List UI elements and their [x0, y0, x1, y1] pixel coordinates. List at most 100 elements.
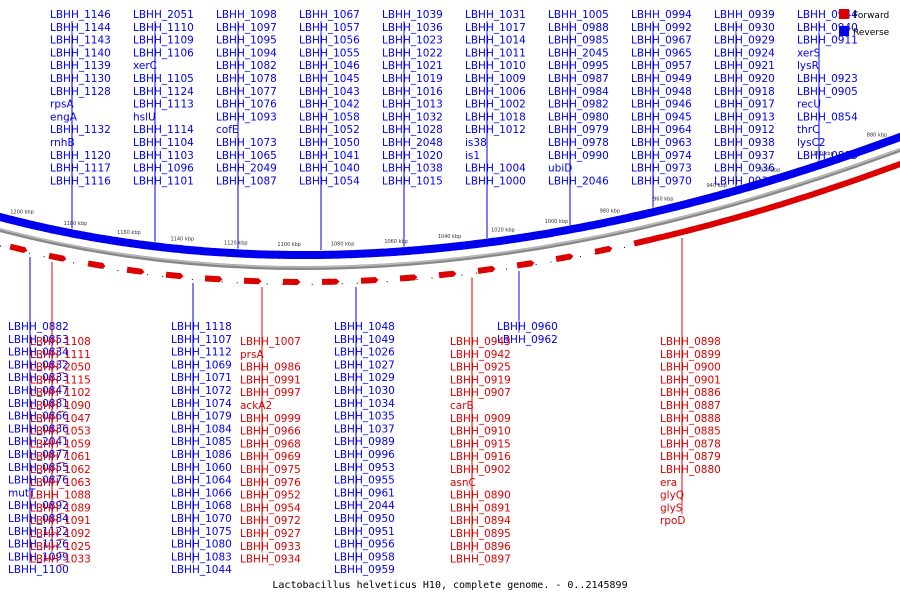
forward-gene-label: LBHH_0880: [660, 464, 721, 476]
reverse-gene-label: LBHH_0955: [334, 475, 395, 487]
reverse-gene-label: LBHH_0979: [548, 124, 609, 136]
reverse-gene-label: xerS: [797, 47, 821, 59]
reverse-gene-label: LBHH_1056: [299, 35, 360, 47]
reverse-gene-label: LBHH_1058: [299, 111, 360, 123]
forward-gene-label: LBHH_1102: [30, 387, 91, 399]
reverse-gene-label: LBHH_1079: [171, 411, 232, 423]
forward-gene-label: LBHH_1053: [30, 426, 91, 438]
reverse-gene-label: LBHH_0994: [631, 9, 692, 21]
reverse-gene-label: LBHH_1037: [334, 423, 395, 435]
reverse-gene-label: LBHH_1040: [299, 163, 360, 175]
reverse-gene-label: LBHH_1100: [8, 564, 69, 576]
forward-gene-arrow: [211, 275, 223, 283]
reverse-gene-label: LBHH_1066: [171, 487, 232, 499]
reverse-gene-label: LBHH_1036: [382, 22, 443, 34]
forward-gene-label: LBHH_0934: [240, 554, 301, 566]
reverse-gene-label: LBHH_1041: [299, 150, 360, 162]
forward-gene-label: LBHH_1061: [30, 451, 91, 463]
reverse-gene-label: LBHH_1032: [382, 111, 443, 123]
reverse-gene-label: LBHH_0989: [334, 436, 395, 448]
reverse-gene-label: LBHH_1042: [299, 99, 360, 111]
forward-gene-label: LBHH_0966: [240, 426, 301, 438]
reverse-gene-label: LBHH_0953: [334, 462, 395, 474]
reverse-gene-label: LBHH_1050: [299, 137, 360, 149]
forward-gene-label: LBHH_1108: [30, 336, 91, 348]
forward-gene-label: LBHH_0969: [240, 451, 301, 463]
reverse-gene-label: LBHH_0877: [8, 449, 69, 461]
reverse-gene-label: LBHH_1065: [216, 150, 277, 162]
forward-gene-label: LBHH_0896: [450, 541, 511, 553]
reverse-gene-label: LBHH_0959: [334, 564, 395, 576]
reverse-gene-label: LBHH_1109: [133, 35, 194, 47]
forward-gene-arrow: [367, 277, 379, 284]
reverse-gene-label: LBHH_1039: [382, 9, 443, 21]
reverse-gene-label: LBHH_1118: [171, 321, 232, 333]
forward-gene-arrow: [445, 270, 457, 278]
reverse-gene-label: LBHH_1126: [8, 539, 69, 551]
forward-gene-label: LBHH_0915: [450, 438, 511, 450]
reverse-gene-label: LBHH_1107: [171, 334, 232, 346]
reverse-gene-label: LBHH_1049: [334, 334, 395, 346]
forward-gene-label: LBHH_0888: [660, 413, 721, 425]
reverse-gene-label: LBHH_1035: [334, 411, 395, 423]
forward-gene-label: LBHH_0895: [450, 528, 511, 540]
forward-gene-label: LBHH_0975: [240, 464, 301, 476]
scale-tick-label: 1000 kbp: [545, 219, 569, 225]
reverse-gene-label: LBHH_0917: [714, 99, 775, 111]
reverse-gene-label: LBHH_0921: [714, 60, 775, 72]
reverse-gene-label: LBHH_1023: [382, 35, 443, 47]
scale-ticks: 1200 kbp 1180 kbp 1160 kbp 1140 kbp 1120 kbp…: [10, 132, 887, 248]
forward-gene-label: asnC: [450, 477, 476, 489]
reverse-gene-label: LBHH_1093: [216, 111, 277, 123]
forward-gene-label: glyS: [660, 502, 683, 514]
reverse-gene-label: LBHH_1117: [50, 163, 111, 175]
reverse-gene-label: LBHH_1045: [299, 73, 360, 85]
reverse-gene-label: LBHH_1026: [334, 347, 395, 359]
reverse-gene-label: LBHH_1082: [216, 60, 277, 72]
reverse-gene-arrow: [893, 131, 900, 143]
reverse-gene-label: LBHH_1114: [133, 124, 194, 136]
forward-gene-label: carB: [450, 400, 474, 412]
reverse-gene-label: LBHH_1120: [50, 150, 111, 162]
forward-gene-label: glyQ: [660, 490, 684, 502]
forward-gene-label: LBHH_0910: [450, 426, 511, 438]
reverse-gene-label: LBHH_1055: [299, 47, 360, 59]
forward-gene-label: LBHH_1007: [240, 336, 301, 348]
forward-gene-arrow: [15, 245, 28, 254]
reverse-gene-label: LBHH_1046: [299, 60, 360, 72]
forward-gene-arrow: [94, 261, 106, 269]
reverse-gene-label: LBHH_1074: [171, 398, 232, 410]
forward-gene-label: LBHH_0901: [660, 374, 721, 386]
reverse-gene-label: LBHH_1084: [171, 423, 232, 435]
reverse-gene-label: LBHH_0988: [548, 22, 609, 34]
legend-forward-swatch: [839, 9, 849, 19]
reverse-gene-label: LBHH_0881: [8, 398, 69, 410]
forward-gene-arrow: [250, 278, 262, 285]
reverse-gene-label: LBHH_0949: [631, 73, 692, 85]
reverse-gene-label: LBHH_1122: [8, 526, 69, 538]
reverse-gene-label: LBHH_1015: [382, 175, 443, 187]
reverse-gene-label: LBHH_1086: [171, 449, 232, 461]
reverse-gene-label: LBHH_0970: [631, 175, 692, 187]
reverse-gene-label: LBHH_1139: [50, 60, 111, 72]
legend: Forward Reverse: [839, 9, 890, 38]
genome-backbone-highlight: [0, 148, 900, 268]
reverse-gene-label: LBHH_1014: [465, 35, 526, 47]
scale-tick-label: 1080 kbp: [331, 241, 355, 247]
forward-gene-label: LBHH_1025: [30, 541, 91, 553]
reverse-gene-label: LBHH_1105: [133, 73, 194, 85]
reverse-gene-label: LBHH_1073: [216, 137, 277, 149]
reverse-gene-label: LBHH_0883: [797, 150, 858, 162]
forward-gene-label: LBHH_0886: [660, 387, 721, 399]
forward-gene-label: LBHH_0942: [450, 349, 511, 361]
reverse-gene-label: LBHH_0905: [797, 86, 858, 98]
reverse-gene-label: LBHH_1009: [465, 73, 526, 85]
reverse-gene-label: LBHH_1017: [465, 22, 526, 34]
reverse-gene-label: LBHH_1048: [334, 321, 395, 333]
forward-gene-label: LBHH_1062: [30, 464, 91, 476]
reverse-gene-label: cofE: [216, 124, 239, 136]
reverse-gene-label: LBHH_1031: [465, 9, 526, 21]
forward-gene-label: ackA2: [240, 400, 272, 412]
forward-gene-label: LBHH_1088: [30, 490, 91, 502]
forward-gene-label: LBHH_0943: [450, 336, 511, 348]
